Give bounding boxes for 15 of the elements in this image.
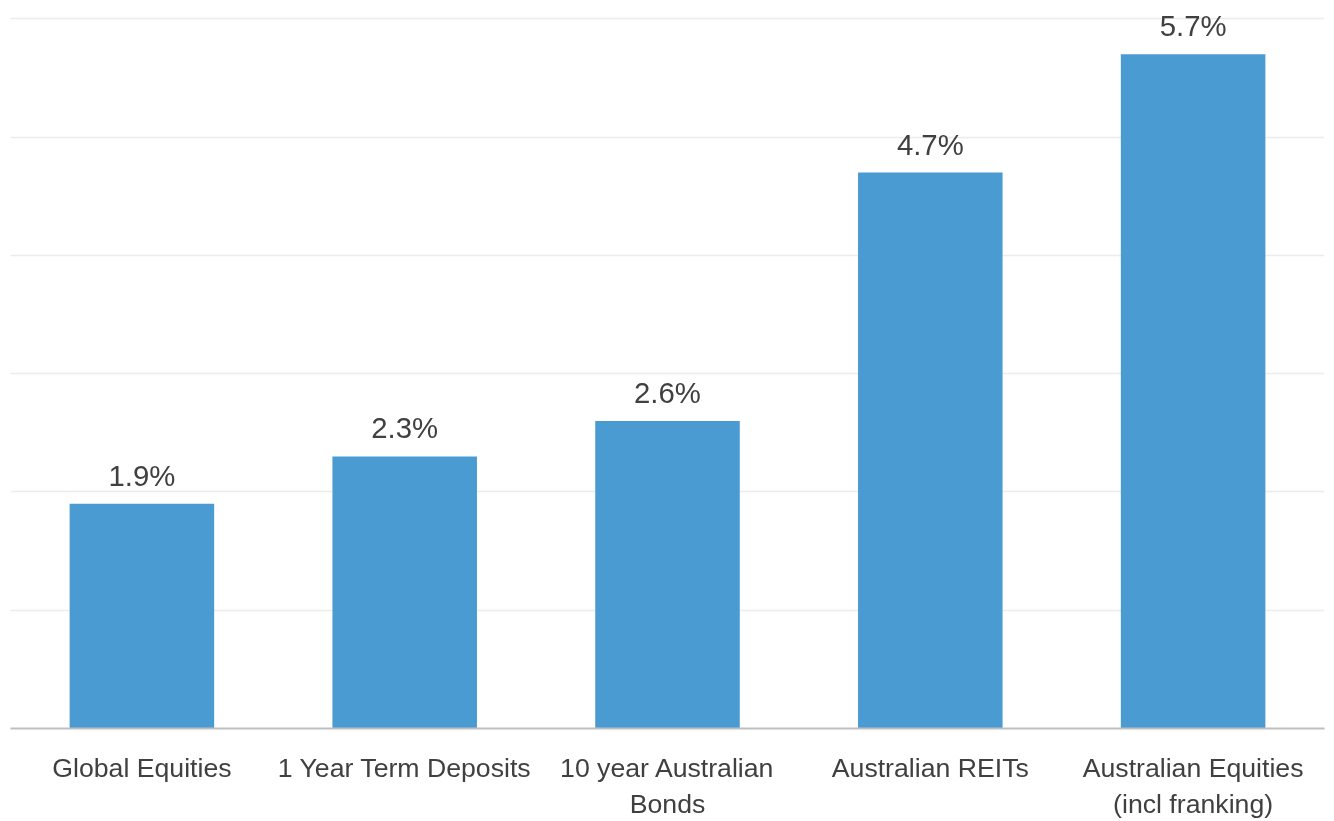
bar — [1120, 54, 1266, 729]
x-tick-label: 10 year Australian Bonds — [560, 752, 774, 819]
data-label: 4.7% — [896, 127, 964, 161]
data-label: 5.7% — [1159, 9, 1227, 43]
bar — [595, 420, 740, 729]
data-label: 2.6% — [634, 375, 701, 409]
x-tick-label: 1 Year Term Deposits — [277, 752, 531, 783]
x-tick-label: Australian REITs — [831, 752, 1029, 783]
bar — [858, 172, 1003, 729]
x-tick-label: Global Equities — [52, 752, 232, 783]
bar — [69, 503, 215, 729]
data-label: 1.9% — [108, 458, 176, 492]
data-label: 2.3% — [371, 411, 439, 445]
bar — [332, 456, 477, 729]
x-tick-label: Australian Equities (incl franking) — [1082, 752, 1304, 819]
